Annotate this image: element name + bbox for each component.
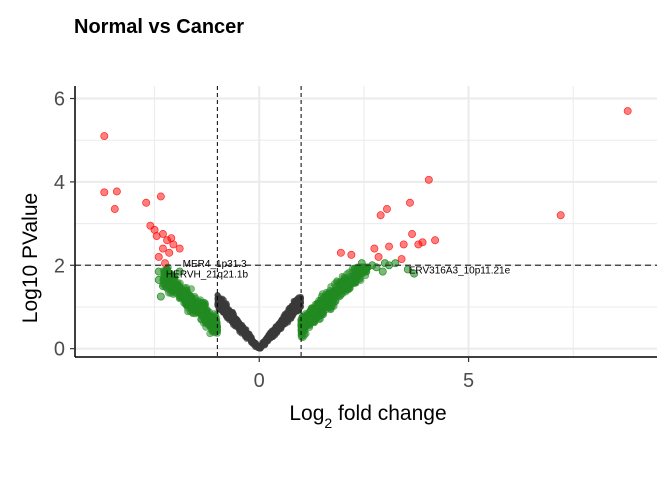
point-fold-change-only <box>317 300 325 309</box>
point-significant <box>623 107 632 115</box>
point-significant <box>100 188 109 197</box>
point-significant <box>158 244 167 253</box>
point-not-significant <box>287 313 294 320</box>
point-fold-change-only <box>167 271 176 280</box>
chart-title: Normal vs Cancer <box>74 16 244 38</box>
point-fold-change-only <box>202 323 210 331</box>
point-significant <box>399 240 408 249</box>
point-significant <box>169 240 178 249</box>
point-fold-change-only <box>298 313 306 321</box>
point-fold-change-only <box>194 298 202 307</box>
point-fold-change-only <box>410 269 419 278</box>
point-significant <box>165 248 174 257</box>
point-fold-change-only <box>197 305 206 314</box>
point-significant <box>100 132 109 140</box>
point-fold-change-only <box>332 297 340 306</box>
point-significant <box>154 252 163 261</box>
point-not-significant <box>245 335 252 342</box>
point-not-significant <box>263 334 270 341</box>
point-significant <box>376 211 385 220</box>
point-significant <box>374 252 383 261</box>
point-not-significant <box>279 317 286 324</box>
point-fold-change-only <box>156 292 165 301</box>
point-not-significant <box>270 326 277 333</box>
point-significant <box>385 242 393 251</box>
point-fold-change-only <box>347 277 355 286</box>
tick-labels: 0 5 0 2 4 6 <box>54 89 474 392</box>
point-significant <box>112 187 121 196</box>
point-cloud <box>159 263 372 352</box>
point-not-significant <box>223 306 230 313</box>
point-fold-change-only <box>210 324 218 332</box>
point-significant <box>408 230 417 238</box>
gene-label: ERV316A3_10p11.21e <box>409 265 511 276</box>
point-not-significant <box>224 314 231 321</box>
point-significant <box>156 192 165 201</box>
point-fold-change-only <box>158 282 167 291</box>
point-significant <box>336 248 345 257</box>
y-tick-label: 0 <box>54 339 65 361</box>
y-tick-label: 2 <box>54 255 65 277</box>
point-not-significant <box>254 344 261 351</box>
point-not-significant <box>218 297 225 304</box>
point-not-significant <box>294 301 301 308</box>
point-significant <box>370 244 379 253</box>
point-fold-change-only <box>185 294 194 302</box>
point-fold-change-only <box>378 267 387 276</box>
point-fold-change-only <box>353 267 362 276</box>
point-significant <box>142 198 151 207</box>
point-not-significant <box>229 319 236 326</box>
gridlines <box>75 86 657 357</box>
point-fold-change-only <box>208 312 216 321</box>
point-significant <box>158 230 167 238</box>
point-fold-change-only <box>187 305 195 313</box>
y-axis-title: Log10 PValue <box>19 193 42 323</box>
x-axis-title: Log2 fold change <box>289 402 446 431</box>
y-tick-label: 4 <box>54 172 65 194</box>
x-tick-label: 0 <box>254 370 265 392</box>
point-fold-change-only <box>154 267 163 276</box>
point-fold-change-only <box>362 267 370 276</box>
point-significant <box>431 236 440 245</box>
point-significant <box>347 250 356 259</box>
point-significant <box>406 198 414 207</box>
point-fold-change-only <box>175 267 184 276</box>
point-fold-change-only <box>342 282 350 290</box>
axes <box>74 86 657 358</box>
point-fold-change-only <box>356 274 364 283</box>
point-fold-change-only <box>171 280 180 288</box>
point-fold-change-only <box>319 308 327 317</box>
point-fold-change-only <box>326 305 335 314</box>
point-fold-change-only <box>310 308 318 316</box>
point-fold-change-only <box>179 290 187 299</box>
gene-label: HERVH_21q21.1b <box>166 270 249 281</box>
point-not-significant <box>277 323 284 330</box>
point-fold-change-only <box>330 290 338 299</box>
y-tick-label: 6 <box>54 89 65 111</box>
point-significant <box>397 255 406 263</box>
threshold-lines <box>75 86 657 357</box>
point-not-significant <box>240 329 247 336</box>
point-significant <box>424 175 433 184</box>
point-not-significant <box>261 341 268 348</box>
gene-label: MER4_1p31.3 <box>183 259 247 270</box>
x-tick-label: 5 <box>463 370 474 392</box>
point-significant <box>418 238 427 247</box>
point-significant <box>175 244 184 253</box>
point-fold-change-only <box>198 312 206 320</box>
point-significant <box>382 205 391 213</box>
point-significant <box>110 205 119 213</box>
point-significant <box>556 211 565 220</box>
point-fold-change-only <box>154 275 163 284</box>
